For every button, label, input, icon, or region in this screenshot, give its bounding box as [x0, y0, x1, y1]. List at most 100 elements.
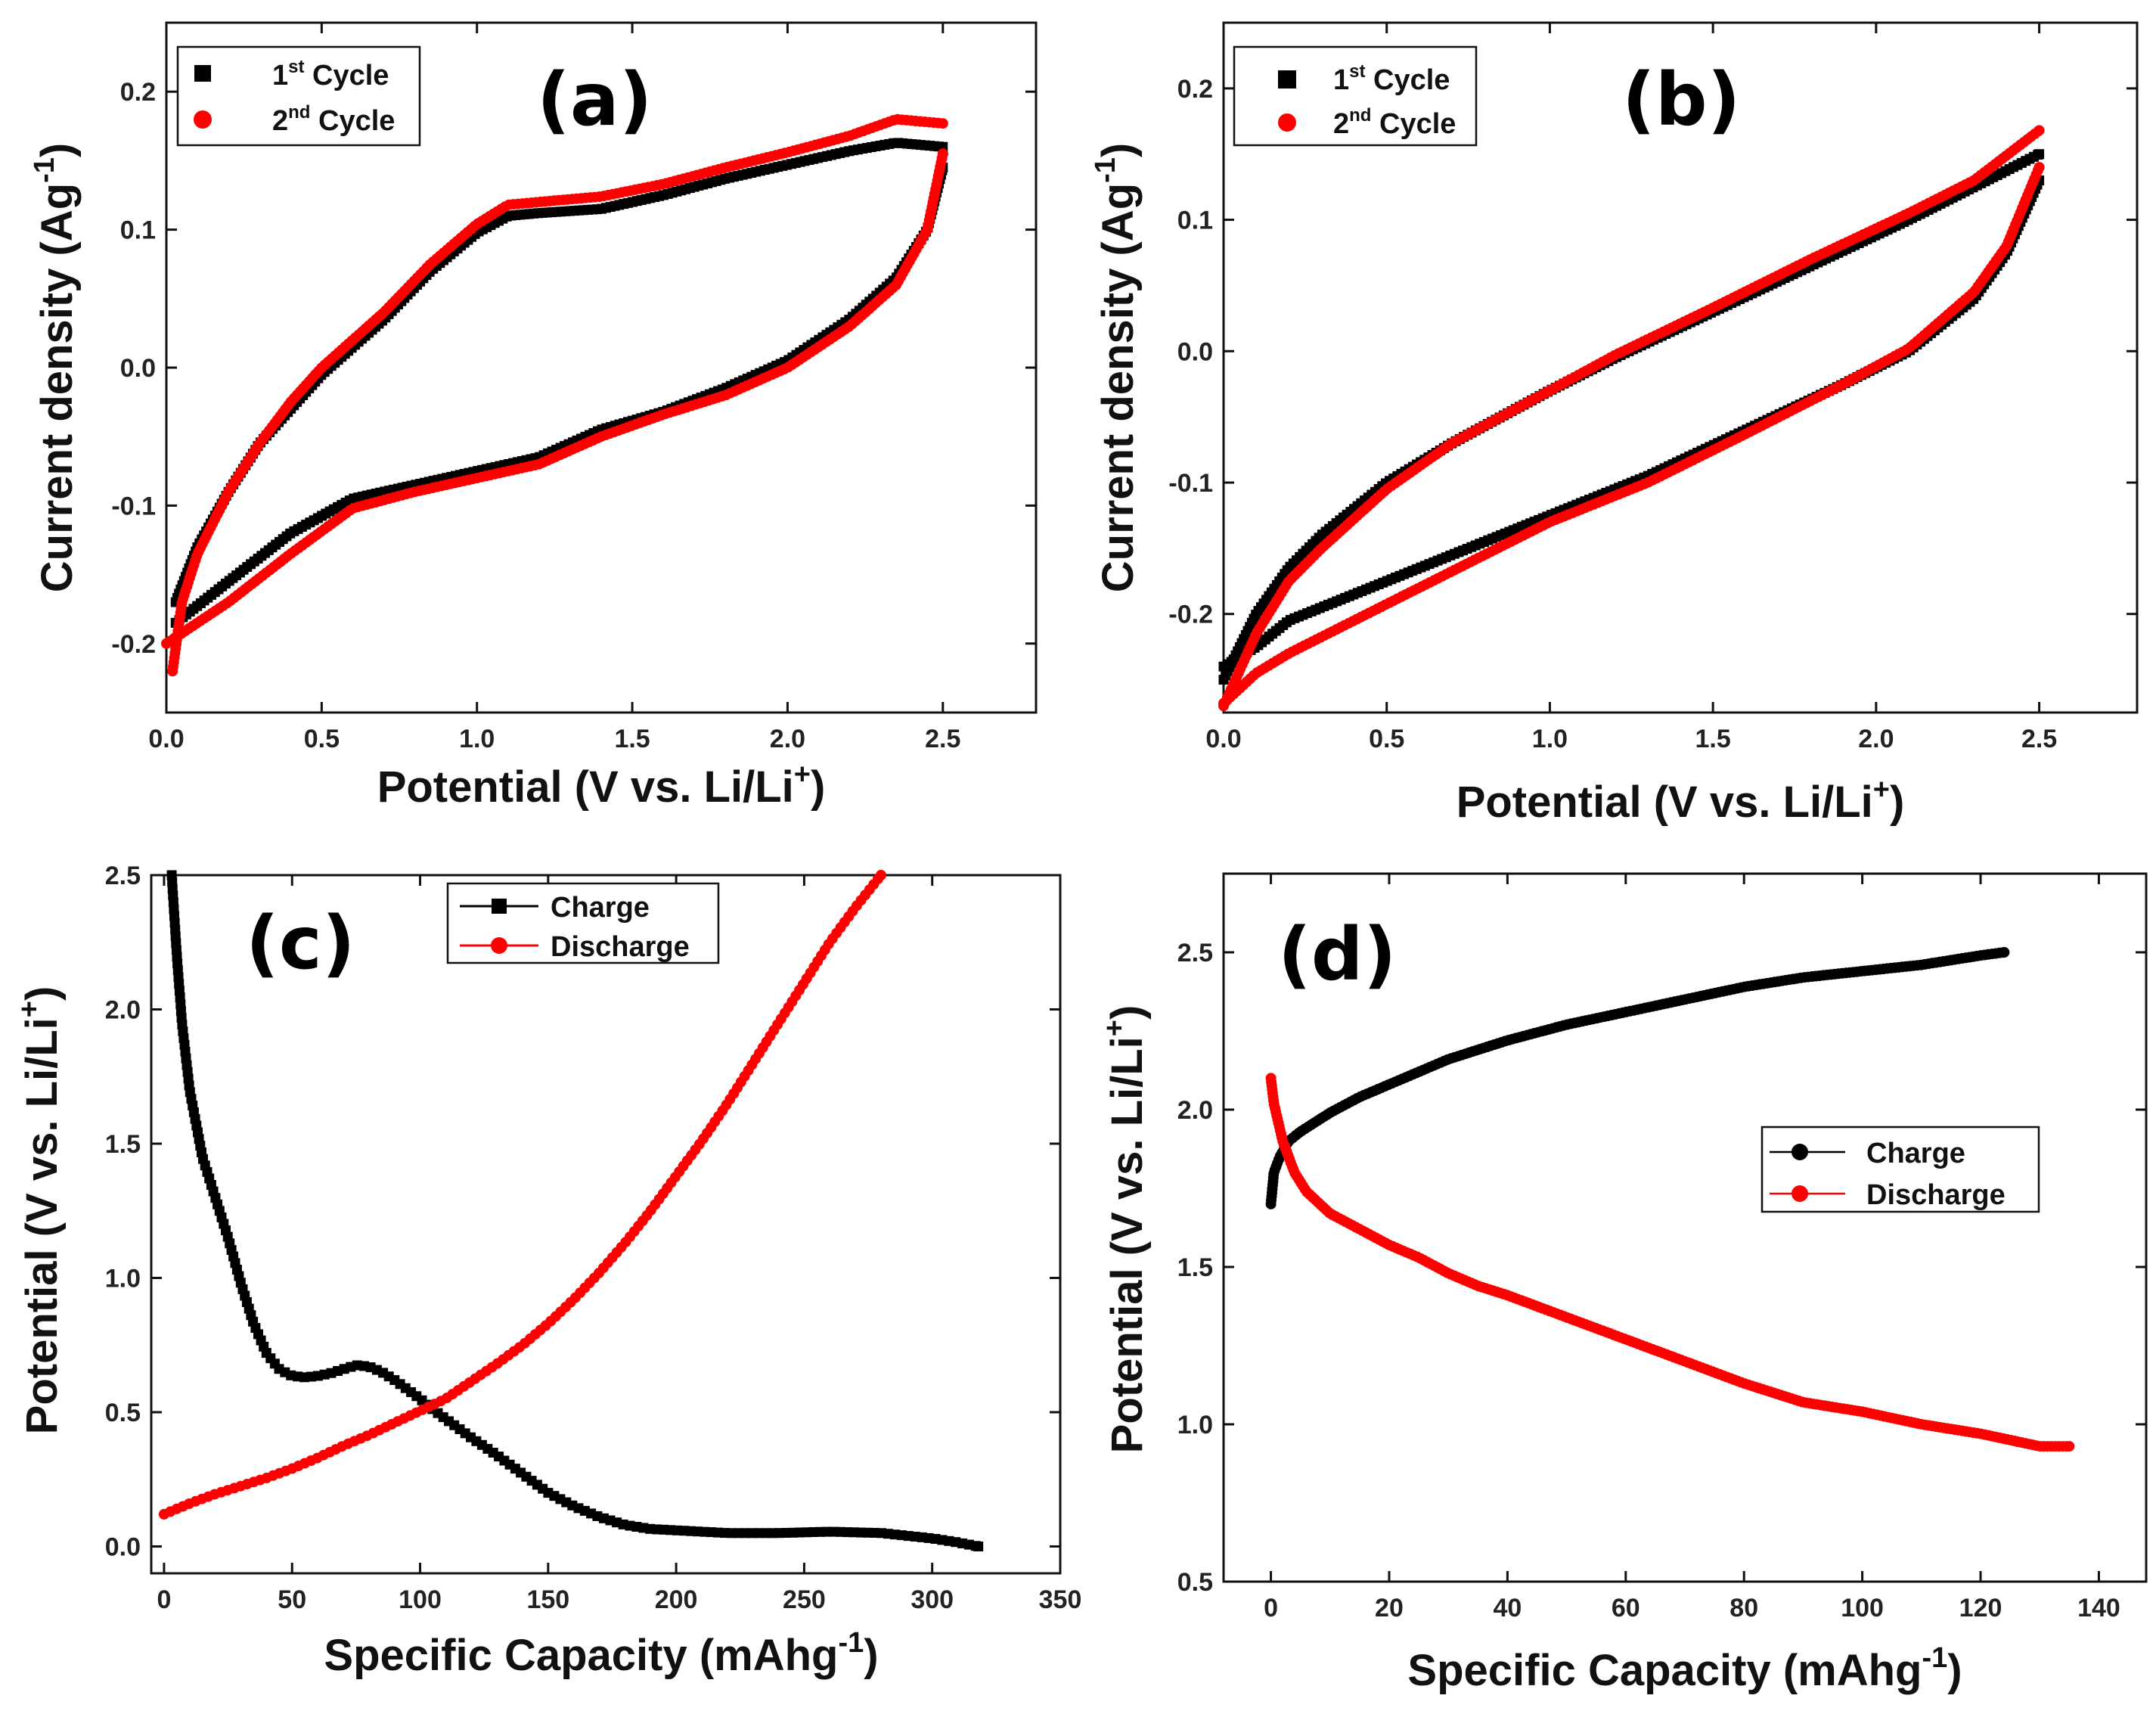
panel-a-legend: 1st Cycle 2nd Cycle [176, 45, 421, 147]
panel-b-x-tick-label: 1.5 [1695, 725, 1731, 753]
panel-a-y-tick-label: -0.2 [111, 630, 156, 659]
panel-d-ticks [1224, 874, 2146, 1583]
panel-d-y-axis-label: Potential (V vs. Li/Li+) [1099, 1005, 1152, 1454]
panel-a-legend-marker-cycle2 [194, 110, 212, 129]
panel-b-tick-labels: 0.0 0.5 1.0 1.5 2.0 2.5 -0.2 -0.1 0.0 0.1 0.2 [1168, 75, 2057, 753]
panel-c-tick-labels: 0 50 100 150 200 250 300 350 0.0 0.5 1.0 1.5 2.0 2.5 [105, 862, 1082, 1614]
panel-a-marks [161, 113, 948, 677]
panel-b-x-tick-label: 0.0 [1205, 725, 1241, 753]
panel-d-label: (d) [1278, 912, 1396, 997]
panel-a-legend-marker-cycle1 [194, 65, 211, 82]
panel-b-legend-marker-cycle1 [1278, 70, 1296, 88]
panel-b-ticks [1222, 23, 2137, 713]
panel-a-y-tick-label: -0.1 [111, 492, 156, 520]
panel-b-legend-box [1233, 45, 1478, 147]
panel-a-y-axis-label: Current density (Ag-1) [29, 143, 82, 593]
panel-c-x-axis-label: Specific Capacity (mAhg-1) [324, 1627, 878, 1680]
panel-d-x-tick-label: 20 [1375, 1594, 1404, 1622]
panel-d-x-tick-label: 60 [1612, 1594, 1640, 1622]
panel-a-x-tick-label: 1.0 [459, 725, 495, 753]
panel-d-series-1 [1265, 947, 2010, 1209]
panel-c-legend: Charge Discharge [446, 882, 720, 964]
panel-a-series-2 [161, 113, 948, 677]
panel-a-x-tick-label: 0.5 [304, 725, 340, 753]
panel-b-legend-label-cycle1: 1st Cycle [1333, 61, 1450, 96]
panel-b-y-tick-label: 0.2 [1177, 75, 1213, 104]
panel-d-y-tick-label: 2.0 [1177, 1096, 1213, 1125]
panel-d-x-tick-label: 40 [1493, 1594, 1522, 1622]
panel-b: 0.0 0.5 1.0 1.5 2.0 2.5-0.2-0.10.00.10.2 (b) … [1090, 21, 2139, 827]
panel-c-x-tick-label: 100 [399, 1585, 442, 1614]
panel-c-plot-frame [150, 874, 1062, 1575]
panel-d-x-tick-label: 140 [2077, 1594, 2120, 1622]
panel-b-plot-frame [1222, 21, 2139, 714]
panel-a-x-tick-label: 1.5 [614, 725, 650, 753]
panel-a-x-axis-label: Potential (V vs. Li/Li+) [377, 759, 826, 812]
panel-c-x-tick-label: 300 [910, 1585, 954, 1614]
panel-d-x-axis-label: Specific Capacity (mAhg-1) [1407, 1642, 1962, 1695]
panel-d-x-tick-label: 120 [1959, 1594, 2002, 1622]
panel-c-y-tick-label: 2.5 [105, 862, 141, 890]
panel-c-series-1 [166, 870, 984, 1551]
panel-b-series-1 [1218, 149, 2045, 685]
panel-c-y-tick-label: 1.5 [105, 1130, 141, 1159]
panel-c-y-tick-label: 0.0 [105, 1533, 141, 1562]
panel-b-x-axis-label: Potential (V vs. Li/Li+) [1456, 774, 1905, 827]
panel-a-y-tick-label: 0.2 [120, 78, 156, 107]
panel-d-series-1-point [1999, 947, 2010, 958]
panel-b-y-axis-label: Current density (Ag-1) [1090, 143, 1143, 593]
panel-b-y-tick-label: -0.1 [1168, 469, 1213, 498]
panel-d-x-tick-label: 0 [1264, 1594, 1278, 1622]
panel-b-legend-label-cycle2: 2nd Cycle [1333, 105, 1456, 140]
panel-d-legend-marker-charge [1791, 1144, 1808, 1160]
panel-a-y-tick-label: 0.1 [120, 216, 156, 245]
panel-d-x-tick-label: 100 [1841, 1594, 1884, 1622]
panel-b-y-tick-label: 0.1 [1177, 206, 1213, 235]
panel-b-marks [1218, 125, 2045, 712]
panel-d-legend-box [1760, 1126, 2040, 1213]
panel-a-series-2-line [165, 153, 945, 645]
panel-c-x-tick-label: 350 [1039, 1585, 1082, 1614]
panel-a-x-tick-label: 2.0 [770, 725, 805, 753]
panel-b-series-1-point [2034, 149, 2045, 160]
panel-a-x-tick-label: 0.0 [148, 725, 184, 753]
panel-b-x-tick-label: 0.5 [1369, 725, 1404, 753]
panel-a-series-2-point [937, 148, 948, 160]
panel-a: 0.0 0.5 1.0 1.5 2.0 2.5-0.2-0.10.00.10.2 (a) … [29, 21, 1038, 812]
panel-c-ticks [151, 874, 1062, 1573]
panel-a-series-2-point [937, 118, 948, 129]
panel-c-label: (c) [246, 901, 355, 986]
panel-d-series-2 [1265, 1073, 2075, 1452]
panel-d-legend-label-discharge: Discharge [1866, 1179, 2006, 1211]
panel-b-series-2 [1218, 125, 2045, 712]
panel-b-series-2-point [2033, 125, 2045, 136]
panel-c-legend-label-charge: Charge [551, 892, 650, 924]
panel-a-tick-labels: 0.0 0.5 1.0 1.5 2.0 2.5 -0.2 -0.1 0.0 0.1 0.2 [111, 78, 960, 753]
panel-c-x-tick-label: 0 [157, 1585, 171, 1614]
panel-c-marks [158, 870, 984, 1551]
panel-c-y-tick-label: 0.5 [105, 1399, 141, 1427]
panel-c-x-tick-label: 200 [655, 1585, 698, 1614]
panel-b-label: (b) [1622, 57, 1740, 142]
panel-d-legend: Charge Discharge [1760, 1126, 2040, 1213]
panel-d-legend-label-charge: Charge [1866, 1138, 1965, 1169]
panel-c-y-axis-label: Potential (V vs. Li/Li+) [14, 986, 67, 1435]
panel-d-tick-labels: 0 20 40 60 80 100 120 140 0.5 1.0 1.5 2.0 2.5 [1177, 939, 2120, 1622]
panel-c-legend-marker-discharge [491, 937, 507, 954]
panel-c-y-tick-label: 1.0 [105, 1265, 141, 1293]
panel-b-y-tick-label: 0.0 [1177, 337, 1213, 366]
panel-d: 0 20 40 60 80 100 120 140 0.5 1.0 1.5 2.0 2.5 (d) Ch… [1099, 872, 2148, 1695]
panel-b-y-tick-label: -0.2 [1168, 601, 1213, 629]
panel-a-legend-label-cycle2: 2nd Cycle [272, 102, 395, 137]
panel-a-legend-box [176, 45, 421, 147]
panel-c: 0 50 100 150 200 250 300 3500.00.51.01.52.02.5 … [14, 862, 1081, 1680]
panel-c-series-2 [158, 870, 886, 1520]
panel-c-series-1-point [973, 1542, 984, 1551]
panel-c-legend-label-discharge: Discharge [551, 931, 690, 963]
panel-d-x-tick-label: 80 [1729, 1594, 1758, 1622]
panel-b-legend-marker-cycle2 [1278, 113, 1296, 132]
panel-d-legend-marker-discharge [1791, 1185, 1808, 1202]
panel-b-series-2-point [2033, 162, 2045, 173]
panel-a-y-tick-label: 0.0 [120, 354, 156, 383]
panel-b-x-tick-label: 1.0 [1532, 725, 1568, 753]
